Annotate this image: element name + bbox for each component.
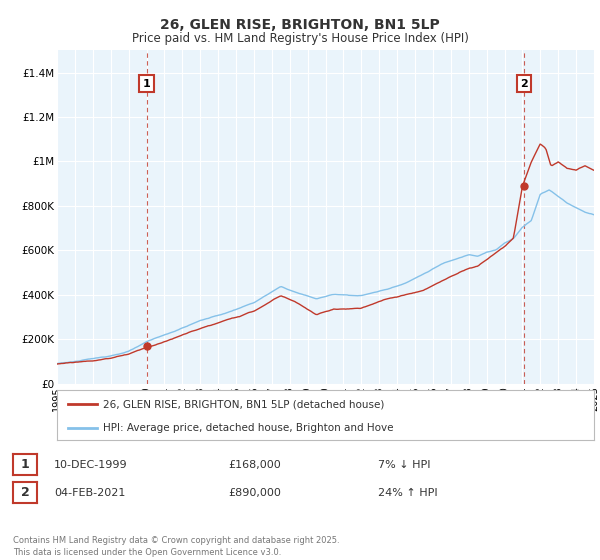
Text: £890,000: £890,000 (228, 488, 281, 498)
Text: 26, GLEN RISE, BRIGHTON, BN1 5LP: 26, GLEN RISE, BRIGHTON, BN1 5LP (160, 18, 440, 32)
Text: £168,000: £168,000 (228, 460, 281, 470)
Text: 04-FEB-2021: 04-FEB-2021 (54, 488, 125, 498)
Text: 2: 2 (520, 79, 528, 88)
Text: 26, GLEN RISE, BRIGHTON, BN1 5LP (detached house): 26, GLEN RISE, BRIGHTON, BN1 5LP (detach… (103, 399, 384, 409)
Text: 24% ↑ HPI: 24% ↑ HPI (378, 488, 437, 498)
Text: Contains HM Land Registry data © Crown copyright and database right 2025.
This d: Contains HM Land Registry data © Crown c… (13, 536, 340, 557)
Text: HPI: Average price, detached house, Brighton and Hove: HPI: Average price, detached house, Brig… (103, 423, 393, 433)
Text: 10-DEC-1999: 10-DEC-1999 (54, 460, 128, 470)
Text: 1: 1 (143, 79, 151, 88)
Text: 7% ↓ HPI: 7% ↓ HPI (378, 460, 431, 470)
Text: Price paid vs. HM Land Registry's House Price Index (HPI): Price paid vs. HM Land Registry's House … (131, 32, 469, 45)
Text: 1: 1 (21, 458, 29, 472)
Text: 2: 2 (21, 486, 29, 500)
